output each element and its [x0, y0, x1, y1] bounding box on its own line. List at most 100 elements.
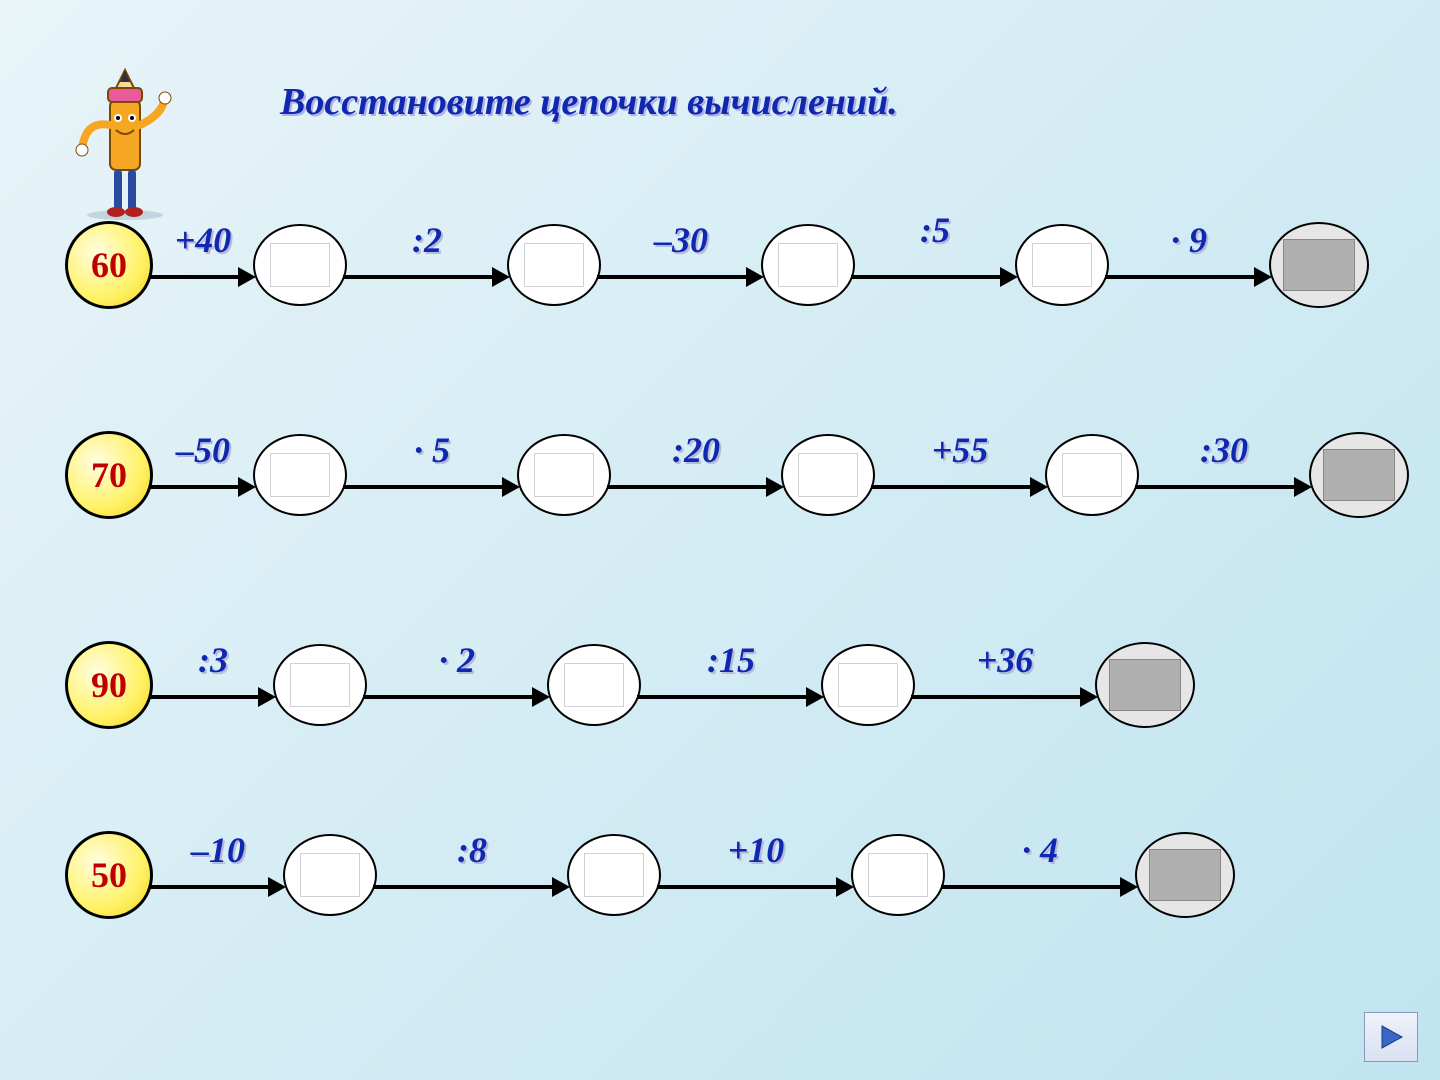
- intermediate-slot[interactable]: [781, 434, 875, 516]
- intermediate-slot[interactable]: [821, 644, 915, 726]
- arrow-line: [149, 695, 265, 699]
- intermediate-slot[interactable]: [283, 834, 377, 916]
- arrow-segment: +55: [875, 435, 1045, 515]
- chain-row: 60+40:2–30:5· 9: [65, 220, 1369, 310]
- arrow-segment: · 9: [1109, 225, 1269, 305]
- operation-label: +10: [728, 829, 785, 871]
- result-slot[interactable]: [1135, 832, 1235, 918]
- intermediate-slot[interactable]: [253, 224, 347, 306]
- arrow-segment: · 4: [945, 835, 1135, 915]
- operation-label: :5: [920, 209, 950, 251]
- intermediate-slot[interactable]: [1045, 434, 1139, 516]
- answer-box[interactable]: [798, 453, 858, 497]
- start-value: 90: [65, 641, 153, 729]
- answer-box[interactable]: [524, 243, 584, 287]
- arrow-line: [1105, 275, 1261, 279]
- result-box[interactable]: [1109, 659, 1181, 711]
- arrow-line: [871, 485, 1037, 489]
- answer-box[interactable]: [838, 663, 898, 707]
- arrow-segment: :30: [1139, 435, 1309, 515]
- arrow-line: [149, 885, 275, 889]
- arrow-line: [607, 485, 773, 489]
- operation-label: :15: [707, 639, 755, 681]
- arrow-segment: +36: [915, 645, 1095, 725]
- arrow-line: [343, 275, 499, 279]
- operation-label: :3: [198, 639, 228, 681]
- arrow-line: [597, 275, 753, 279]
- chain-row: 50–10:8+10· 4: [65, 830, 1235, 920]
- arrow-segment: · 2: [367, 645, 547, 725]
- operation-label: · 5: [414, 429, 450, 471]
- intermediate-slot[interactable]: [1015, 224, 1109, 306]
- arrow-line: [941, 885, 1127, 889]
- intermediate-slot[interactable]: [273, 644, 367, 726]
- intermediate-slot[interactable]: [253, 434, 347, 516]
- page-title: Восстановите цепочки вычислений.: [280, 80, 898, 124]
- arrow-line: [149, 485, 245, 489]
- operation-label: –10: [191, 829, 245, 871]
- intermediate-slot[interactable]: [517, 434, 611, 516]
- arrow-line: [637, 695, 813, 699]
- intermediate-slot[interactable]: [547, 644, 641, 726]
- arrow-segment: +10: [661, 835, 851, 915]
- arrow-segment: –10: [153, 835, 283, 915]
- arrow-segment: · 5: [347, 435, 517, 515]
- arrow-line: [149, 275, 245, 279]
- answer-box[interactable]: [1062, 453, 1122, 497]
- answer-box[interactable]: [270, 243, 330, 287]
- arrow-line: [851, 275, 1007, 279]
- intermediate-slot[interactable]: [507, 224, 601, 306]
- mascot-image: [70, 60, 180, 220]
- result-box[interactable]: [1323, 449, 1395, 501]
- arrow-segment: :5: [855, 225, 1015, 305]
- arrow-segment: –30: [601, 225, 761, 305]
- arrow-line: [363, 695, 539, 699]
- answer-box[interactable]: [778, 243, 838, 287]
- result-slot[interactable]: [1269, 222, 1369, 308]
- operation-label: · 4: [1022, 829, 1058, 871]
- result-box[interactable]: [1283, 239, 1355, 291]
- chain-row: 70–50· 5:20+55:30: [65, 430, 1409, 520]
- arrow-segment: +40: [153, 225, 253, 305]
- next-button[interactable]: [1364, 1012, 1418, 1062]
- arrow-segment: :8: [377, 835, 567, 915]
- operation-label: +36: [977, 639, 1034, 681]
- result-box[interactable]: [1149, 849, 1221, 901]
- arrow-line: [657, 885, 843, 889]
- arrow-segment: –50: [153, 435, 253, 515]
- operation-label: :8: [457, 829, 487, 871]
- start-value: 60: [65, 221, 153, 309]
- arrow-line: [1135, 485, 1301, 489]
- intermediate-slot[interactable]: [761, 224, 855, 306]
- operation-label: · 9: [1171, 219, 1207, 261]
- operation-label: · 2: [439, 639, 475, 681]
- operation-label: –50: [176, 429, 230, 471]
- intermediate-slot[interactable]: [851, 834, 945, 916]
- answer-box[interactable]: [300, 853, 360, 897]
- answer-box[interactable]: [290, 663, 350, 707]
- start-value: 50: [65, 831, 153, 919]
- result-slot[interactable]: [1309, 432, 1409, 518]
- arrow-line: [373, 885, 559, 889]
- operation-label: –30: [654, 219, 708, 261]
- operation-label: :20: [672, 429, 720, 471]
- arrow-segment: :2: [347, 225, 507, 305]
- answer-box[interactable]: [868, 853, 928, 897]
- chain-row: 90:3· 2:15+36: [65, 640, 1195, 730]
- answer-box[interactable]: [1032, 243, 1092, 287]
- arrow-line: [911, 695, 1087, 699]
- play-icon: [1376, 1022, 1406, 1052]
- arrow-segment: :20: [611, 435, 781, 515]
- operation-label: +55: [932, 429, 989, 471]
- arrow-line: [343, 485, 509, 489]
- operation-label: +40: [175, 219, 232, 261]
- intermediate-slot[interactable]: [567, 834, 661, 916]
- answer-box[interactable]: [270, 453, 330, 497]
- answer-box[interactable]: [584, 853, 644, 897]
- start-value: 70: [65, 431, 153, 519]
- arrow-segment: :3: [153, 645, 273, 725]
- answer-box[interactable]: [534, 453, 594, 497]
- answer-box[interactable]: [564, 663, 624, 707]
- operation-label: :30: [1200, 429, 1248, 471]
- result-slot[interactable]: [1095, 642, 1195, 728]
